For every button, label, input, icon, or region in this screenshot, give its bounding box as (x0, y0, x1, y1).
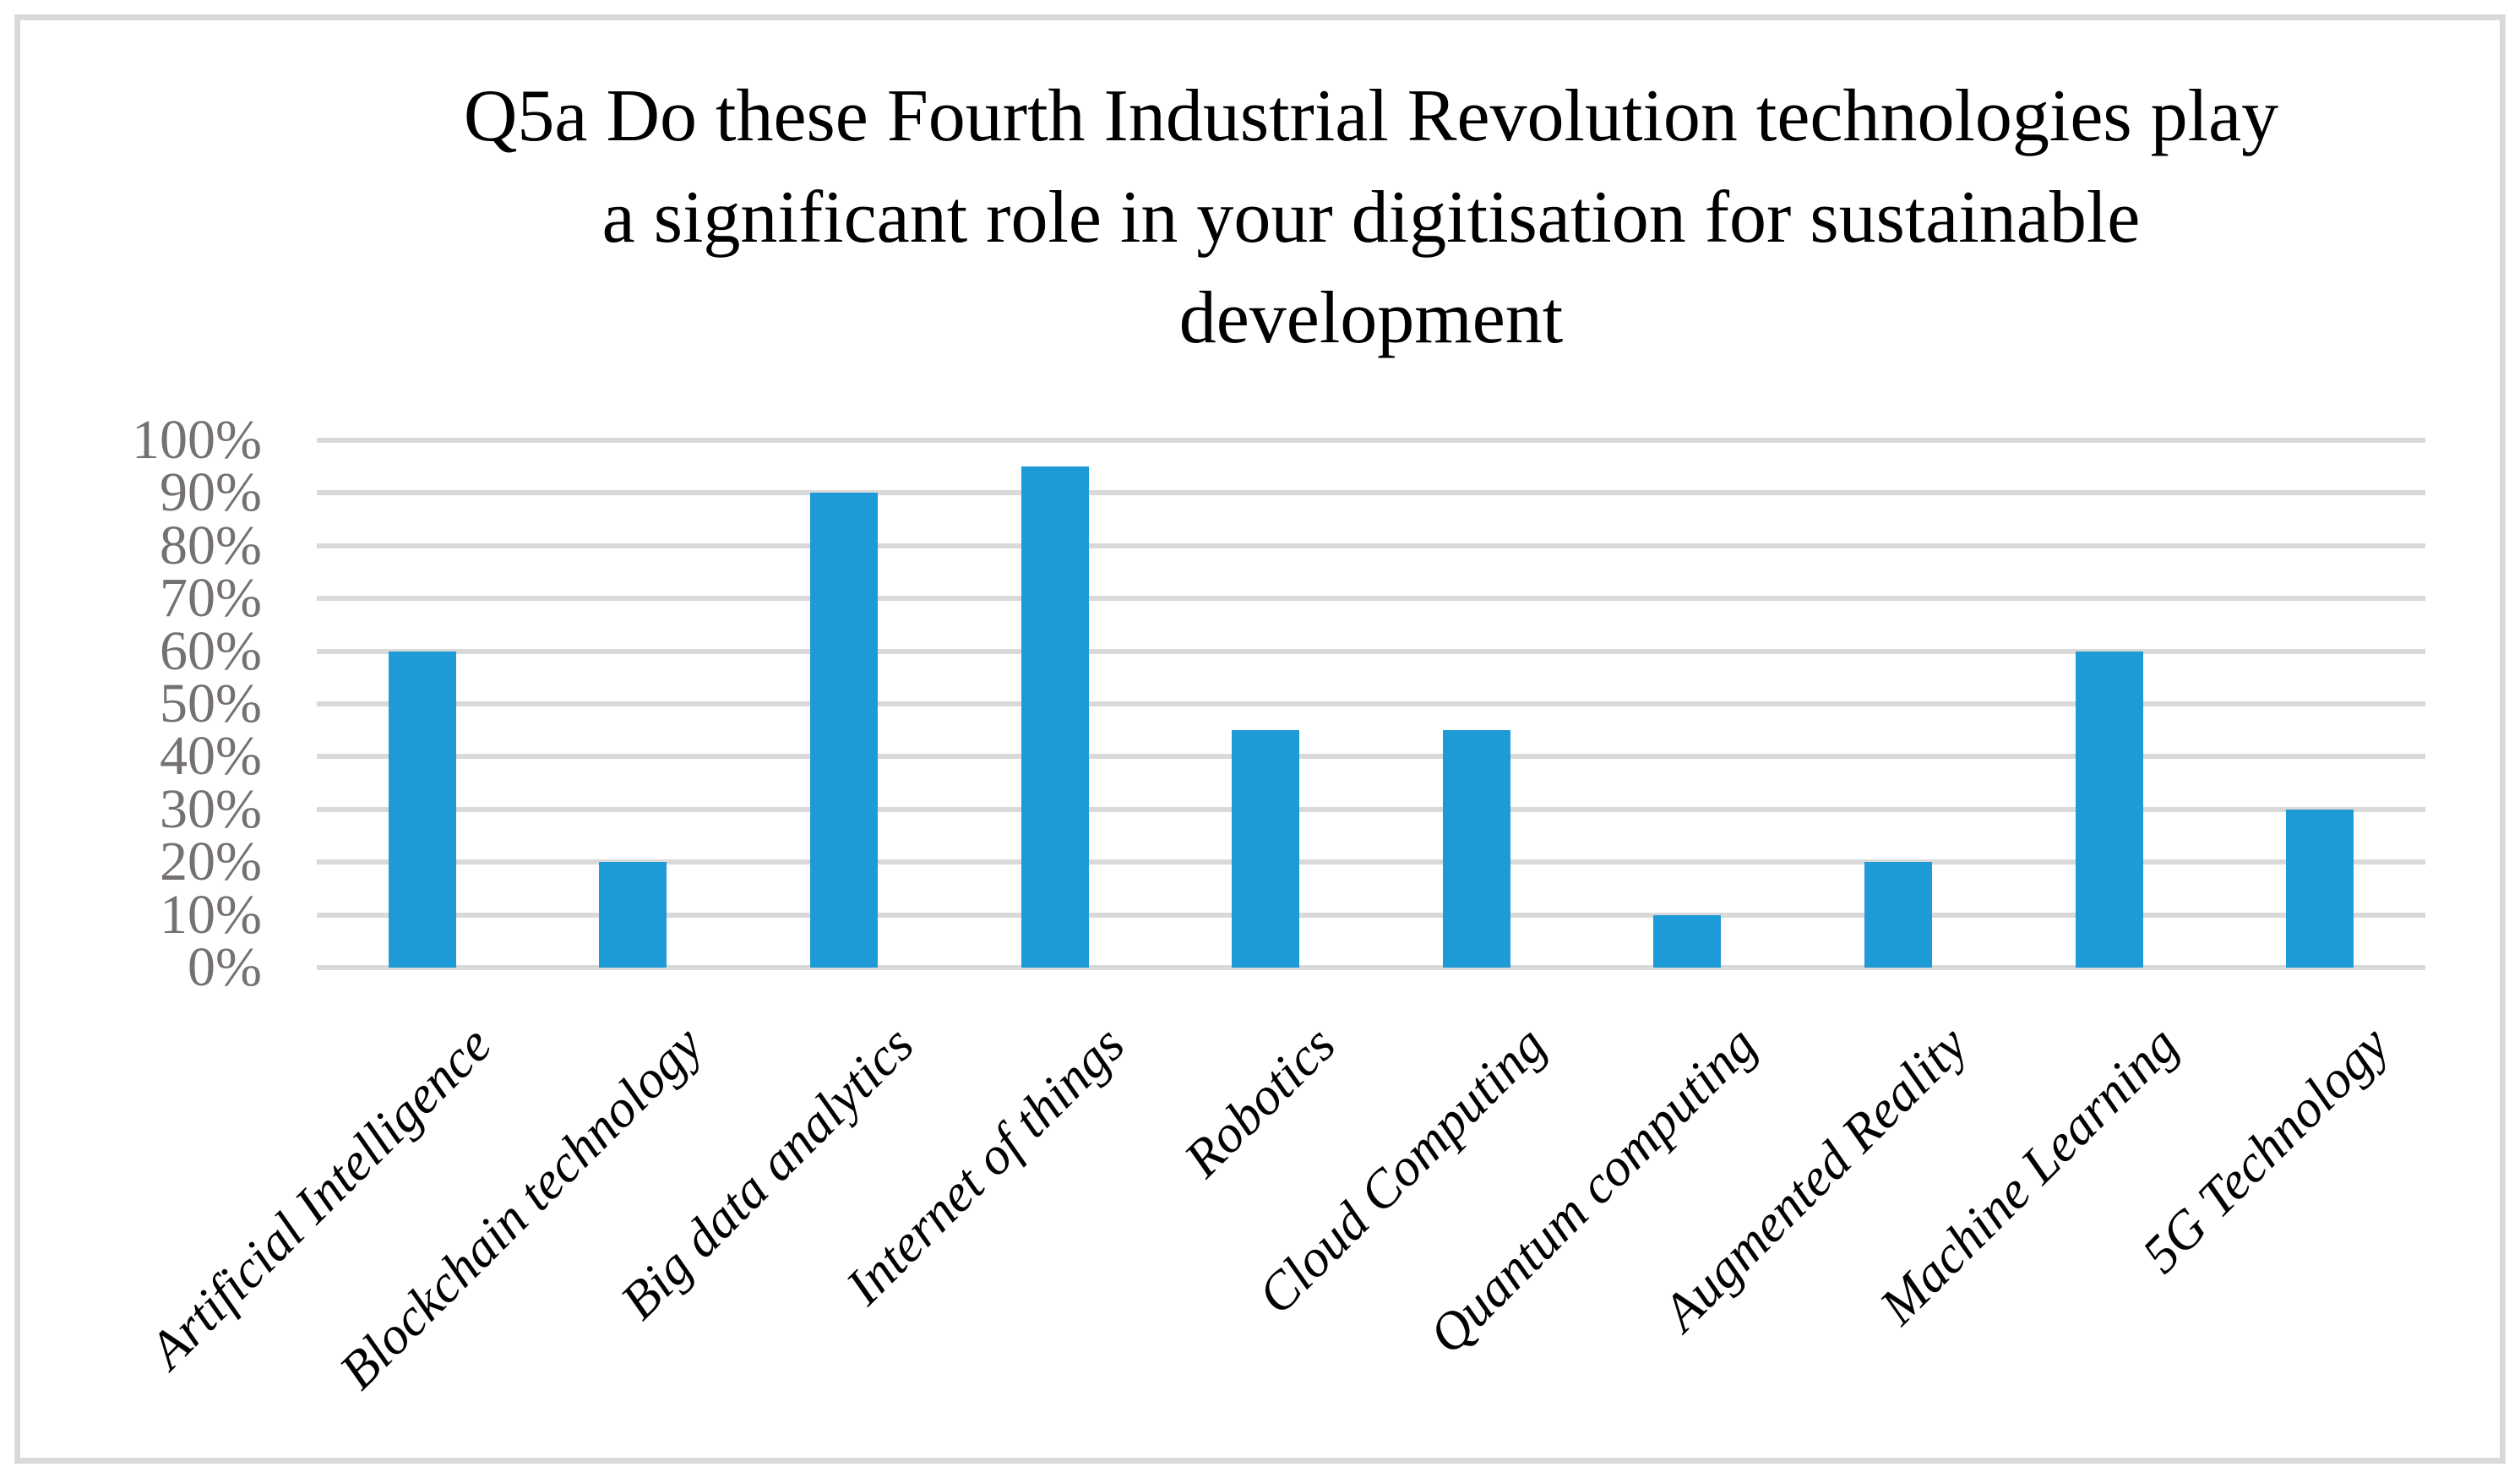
x-category-label-robotics: Robotics (1173, 1014, 1347, 1189)
gridline (317, 806, 2425, 812)
gridline (317, 754, 2425, 760)
bar-internet-of-things (1021, 466, 1089, 968)
bar-blockchain-technology (599, 862, 667, 968)
bar-artificial-intelligence (388, 651, 456, 968)
gridline (317, 912, 2425, 918)
y-tick-label: 60% (160, 619, 262, 682)
y-tick-label: 50% (160, 673, 262, 734)
gridline (317, 965, 2425, 970)
plot-area (317, 438, 2425, 970)
gridline (317, 490, 2425, 496)
gridline (317, 701, 2425, 706)
y-tick-label: 10% (160, 883, 262, 946)
gridline (317, 859, 2425, 865)
bar-augmented-reality (1864, 862, 1932, 968)
y-tick-label: 30% (160, 777, 262, 840)
y-tick-label: 40% (160, 725, 262, 788)
gridline (317, 543, 2425, 548)
chart-title-line: a significant role in your digitisation … (601, 176, 2141, 259)
bar-cloud-computing (1442, 730, 1510, 968)
y-tick-label: 0% (188, 936, 262, 998)
chart-title: Q5a Do these Fourth Industrial Revolutio… (317, 66, 2425, 369)
x-category-label-blockchain-technology: Blockchain technology (328, 1014, 714, 1401)
gridline (317, 438, 2425, 443)
gridline (317, 648, 2425, 654)
x-axis-labels: Artificial Intelligence Blockchain techno… (138, 1014, 2425, 1470)
y-tick-label: 80% (160, 514, 262, 576)
y-tick-label: 20% (160, 831, 262, 893)
bar-machine-learning (2075, 651, 2143, 968)
bar-quantum-computing (1653, 914, 1722, 968)
y-axis-labels: 100% 90% 80% 70% 60% 50% 40% 30% 20% 10% 0% (0, 409, 262, 998)
bar-5g-technology (2286, 809, 2354, 968)
figure-border (14, 14, 2506, 1464)
chart-title-line: Q5a Do these Fourth Industrial Revolutio… (463, 75, 2279, 157)
chart-title-line: development (1178, 277, 1564, 360)
y-tick-label: 100% (132, 409, 262, 471)
y-tick-label: 90% (160, 461, 262, 524)
bar-big-data-analytics (810, 493, 878, 968)
gridline (317, 596, 2425, 602)
bar-robotics (1232, 730, 1300, 968)
y-tick-label: 70% (160, 567, 262, 630)
